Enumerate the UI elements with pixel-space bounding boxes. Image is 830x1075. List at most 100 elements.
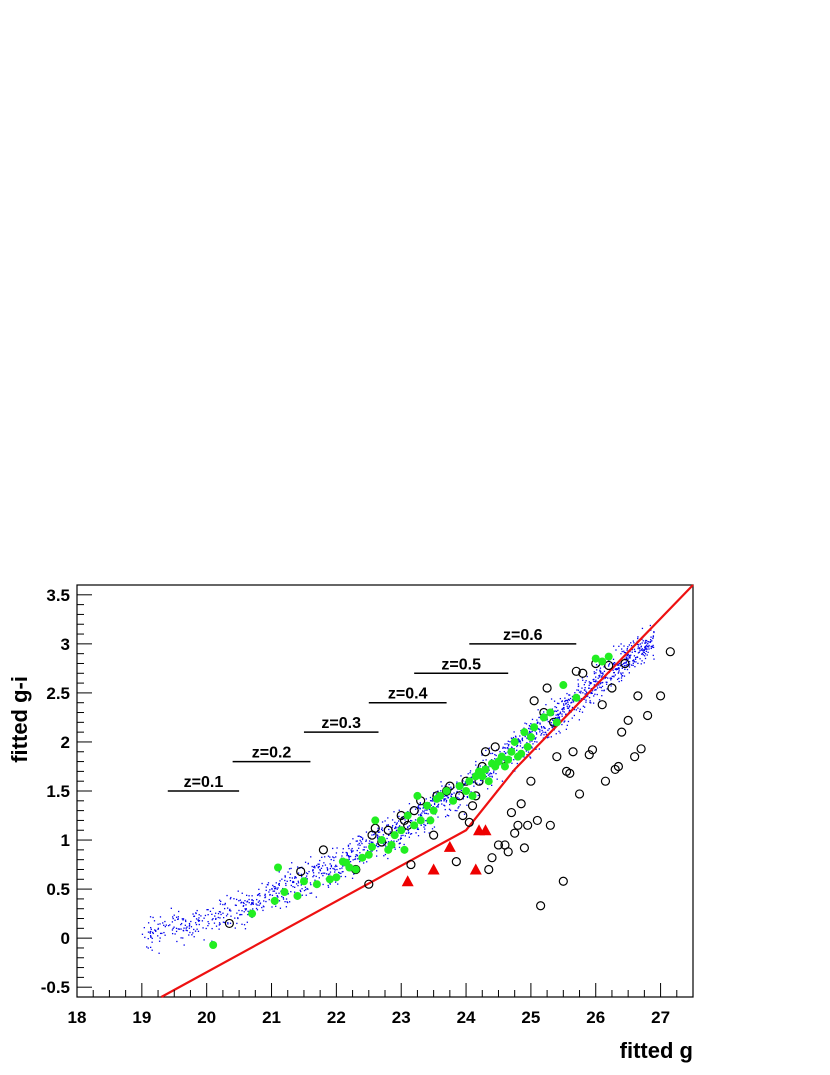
data-dot xyxy=(543,734,545,736)
data-dot xyxy=(420,814,422,817)
data-dot xyxy=(591,690,594,692)
data-dot xyxy=(618,671,620,673)
data-dot xyxy=(300,890,302,893)
data-dot xyxy=(567,703,569,706)
data-dot xyxy=(382,834,385,836)
data-dot xyxy=(336,868,338,871)
data-dot xyxy=(617,663,619,666)
open-circle-point xyxy=(503,847,513,857)
data-dot xyxy=(422,807,424,809)
data-dot xyxy=(261,882,263,885)
data-dot xyxy=(640,663,642,665)
data-dot xyxy=(297,880,299,882)
data-dot xyxy=(542,726,545,728)
data-dot xyxy=(340,872,342,875)
open-circle-point xyxy=(613,761,624,772)
data-dot xyxy=(562,707,564,710)
data-dot xyxy=(271,888,273,890)
data-dot xyxy=(437,806,439,808)
data-dot xyxy=(319,868,321,871)
data-dot xyxy=(354,858,356,861)
data-dot xyxy=(456,810,458,812)
data-dot xyxy=(555,717,557,719)
data-dot xyxy=(342,870,344,873)
data-dot xyxy=(313,865,316,868)
green-point xyxy=(312,880,321,889)
data-dot xyxy=(359,860,361,863)
data-dot xyxy=(144,936,146,939)
data-dot xyxy=(173,926,175,928)
data-dot xyxy=(377,837,379,840)
data-dot xyxy=(171,932,174,935)
data-dot xyxy=(620,653,622,655)
data-dot xyxy=(163,931,165,934)
redshift-markers: z=0.1 z=0.2 z=0.3 z=0.4 z=0.5 z=0.6 xyxy=(167,627,577,792)
data-dot xyxy=(653,658,655,660)
data-dot xyxy=(631,648,633,651)
data-dot xyxy=(542,731,544,733)
data-dot xyxy=(564,700,566,703)
data-dot xyxy=(543,711,545,713)
data-dot xyxy=(169,924,171,926)
data-dot xyxy=(317,867,320,869)
data-dot xyxy=(352,850,354,852)
data-dot xyxy=(644,648,646,650)
data-dot xyxy=(157,935,159,937)
data-dot xyxy=(204,914,207,917)
data-dot xyxy=(566,724,568,727)
data-dot xyxy=(637,662,639,665)
data-dot xyxy=(291,877,294,879)
data-dot xyxy=(621,648,623,650)
data-dot xyxy=(397,839,400,841)
data-dot xyxy=(425,819,427,822)
data-dot xyxy=(342,848,344,850)
data-dot xyxy=(180,923,182,926)
data-dot xyxy=(308,870,310,873)
data-dot xyxy=(516,749,518,751)
data-dot xyxy=(615,668,617,670)
open-circle-points xyxy=(224,647,675,929)
data-dot xyxy=(651,645,653,648)
data-dot xyxy=(457,796,459,799)
data-dot xyxy=(636,656,638,658)
data-dot xyxy=(538,716,540,719)
data-dot xyxy=(598,684,600,686)
data-dot xyxy=(568,706,570,708)
data-dot xyxy=(449,803,451,806)
data-dot xyxy=(526,754,528,756)
data-dot xyxy=(377,846,379,848)
data-dot xyxy=(285,906,288,908)
data-dot xyxy=(383,855,385,857)
data-dot xyxy=(318,877,320,879)
data-dot xyxy=(326,869,329,871)
data-dot xyxy=(358,835,360,837)
data-dot xyxy=(566,692,568,695)
data-dot xyxy=(646,645,649,648)
data-dot xyxy=(630,642,632,644)
data-dot xyxy=(360,836,363,838)
data-dot xyxy=(472,781,475,783)
data-dot xyxy=(543,727,546,729)
data-dot xyxy=(507,748,509,750)
data-dot xyxy=(227,922,229,924)
data-dot xyxy=(264,894,266,897)
data-dot xyxy=(209,910,212,913)
data-dot xyxy=(618,662,621,665)
data-dot xyxy=(252,902,254,904)
data-dot xyxy=(147,947,149,949)
data-dot xyxy=(184,924,187,926)
x-tick-label: 26 xyxy=(586,1008,605,1027)
data-dot xyxy=(275,882,277,884)
data-dot xyxy=(362,837,364,839)
data-dot xyxy=(387,824,389,826)
data-dot xyxy=(230,896,232,899)
data-dot xyxy=(268,898,270,901)
data-dot xyxy=(396,822,398,824)
data-dot xyxy=(508,743,510,746)
data-dot xyxy=(557,714,559,716)
triangle-point xyxy=(469,863,482,875)
data-dot xyxy=(443,798,446,801)
x-tick-label: 19 xyxy=(132,1008,151,1027)
data-dot xyxy=(536,719,538,721)
data-dot xyxy=(269,889,271,891)
